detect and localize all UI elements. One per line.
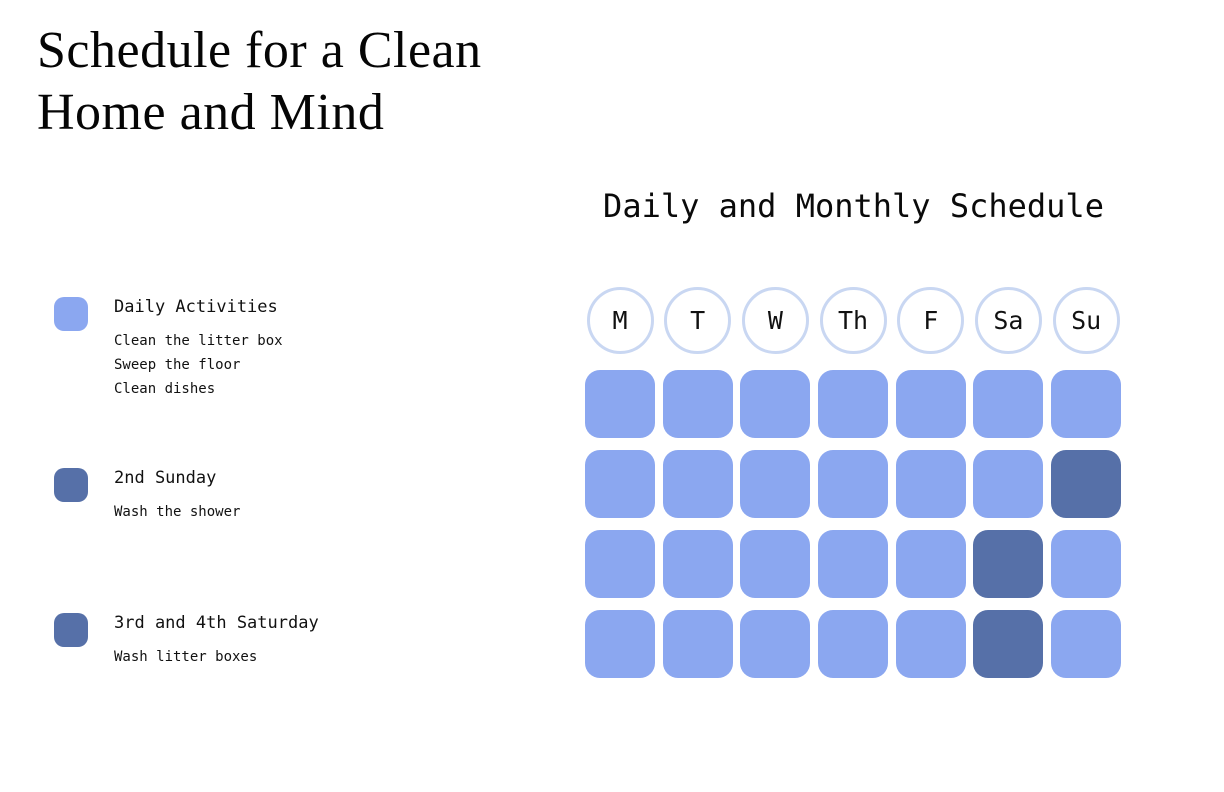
legend-text: 3rd and 4th Saturday Wash litter boxes xyxy=(114,613,319,669)
day-header-t: T xyxy=(664,287,732,354)
schedule-title: Daily and Monthly Schedule xyxy=(603,187,1104,225)
cell-week3-th xyxy=(818,530,889,598)
calendar-grid xyxy=(585,370,1122,678)
cell-week4-f xyxy=(895,610,966,678)
legend-swatch xyxy=(54,468,88,502)
cell-week4-th xyxy=(818,610,889,678)
cell-week3-f xyxy=(895,530,966,598)
legend-text: Daily Activities Clean the litter box Swee… xyxy=(114,297,283,401)
legend-item-2: 2nd Sunday Wash the shower xyxy=(54,468,240,524)
cell-week3-sa xyxy=(973,530,1044,598)
page-title-line2: Home and Mind xyxy=(37,84,385,141)
cell-week2-su xyxy=(1051,450,1122,518)
cell-week3-su xyxy=(1051,530,1122,598)
day-header-w: W xyxy=(741,287,809,354)
day-header-m: M xyxy=(586,287,654,354)
cell-week1-su xyxy=(1051,370,1122,438)
legend-activity: Clean dishes xyxy=(114,381,216,397)
legend-title: 3rd and 4th Saturday xyxy=(114,613,319,633)
cell-week1-th xyxy=(818,370,889,438)
legend-activity: Clean the litter box xyxy=(114,333,283,349)
cell-week4-su xyxy=(1051,610,1122,678)
legend-activity: Sweep the floor xyxy=(114,357,241,373)
cell-week2-sa xyxy=(973,450,1044,518)
legend-item-3: 3rd and 4th Saturday Wash litter boxes xyxy=(54,613,319,669)
cell-week4-w xyxy=(740,610,811,678)
day-header-th: Th xyxy=(819,287,887,354)
cell-week4-t xyxy=(662,610,733,678)
cell-week3-w xyxy=(740,530,811,598)
cell-week1-sa xyxy=(973,370,1044,438)
cell-week2-f xyxy=(895,450,966,518)
cell-week2-th xyxy=(818,450,889,518)
cell-week2-m xyxy=(585,450,655,518)
cell-week4-m xyxy=(585,610,655,678)
legend-activity: Wash the shower xyxy=(114,504,241,520)
legend-swatch xyxy=(54,297,88,331)
legend-item-1: Daily Activities Clean the litter box Swee… xyxy=(54,297,283,401)
cell-week4-sa xyxy=(973,610,1044,678)
legend-title: 2nd Sunday xyxy=(114,468,217,488)
cell-week3-m xyxy=(585,530,655,598)
legend-title: Daily Activities xyxy=(114,297,278,317)
day-header-row: M T W Th F Sa Su xyxy=(585,287,1121,354)
cell-week1-f xyxy=(895,370,966,438)
cell-week2-w xyxy=(740,450,811,518)
cell-week1-t xyxy=(662,370,733,438)
legend-swatch xyxy=(54,613,88,647)
legend-activity: Wash litter boxes xyxy=(114,649,258,665)
day-header-f: F xyxy=(897,287,965,354)
day-header-sa: Sa xyxy=(974,287,1042,354)
cell-week3-t xyxy=(662,530,733,598)
cell-week1-w xyxy=(740,370,811,438)
page-title-line1: Schedule for a Clean xyxy=(37,22,482,79)
page-title: Schedule for a Clean Home and Mind xyxy=(37,20,482,144)
cell-week1-m xyxy=(585,370,655,438)
cell-week2-t xyxy=(662,450,733,518)
day-header-su: Su xyxy=(1052,287,1120,354)
legend-text: 2nd Sunday Wash the shower xyxy=(114,468,240,524)
